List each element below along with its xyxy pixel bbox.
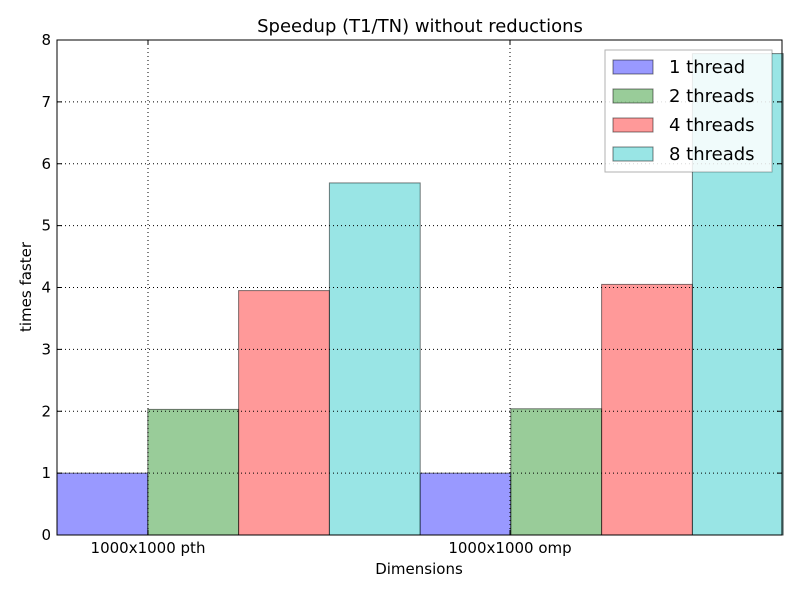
bar-2-threads-1 — [510, 408, 603, 536]
x-tick-label: 1000x1000 pth — [91, 539, 206, 557]
legend-swatch-2-threads — [612, 88, 654, 104]
chart-title: Speedup (T1/TN) without reductions — [257, 16, 583, 37]
bar-4-threads-1 — [601, 283, 693, 536]
legend-swatch-8-threads — [612, 146, 654, 162]
y-tick-label: 6 — [41, 155, 51, 173]
y-tick-label: 4 — [41, 279, 51, 297]
legend: 1 thread 2 threads 4 threads 8 threads — [604, 49, 773, 173]
legend-swatch-4-threads — [612, 117, 654, 133]
bar-8-threads-0 — [328, 182, 421, 536]
legend-label-1-thread: 1 thread — [669, 57, 745, 78]
y-tick-label: 7 — [41, 93, 51, 111]
x-tick-label: 1000x1000 omp — [448, 539, 571, 557]
legend-label-4-threads: 4 threads — [669, 115, 755, 136]
bar-1-thread-1 — [419, 472, 512, 536]
bar-2-threads-0 — [147, 408, 240, 536]
y-axis-label: times faster — [17, 241, 35, 332]
y-tick-label: 1 — [41, 464, 51, 482]
legend-box — [604, 49, 773, 173]
legend-label-2-threads: 2 threads — [669, 86, 755, 107]
y-tick-label: 3 — [41, 340, 51, 358]
bar-4-threads-0 — [238, 290, 330, 536]
bar-1-thread-0 — [56, 472, 149, 536]
y-tick-label: 5 — [41, 217, 51, 235]
y-tick-label: 0 — [41, 526, 51, 544]
legend-swatch-1-thread — [612, 59, 654, 75]
y-tick-label: 2 — [41, 402, 51, 420]
y-tick-label: 8 — [41, 31, 51, 49]
legend-label-8-threads: 8 threads — [669, 144, 755, 165]
x-axis-label: Dimensions — [375, 560, 463, 578]
